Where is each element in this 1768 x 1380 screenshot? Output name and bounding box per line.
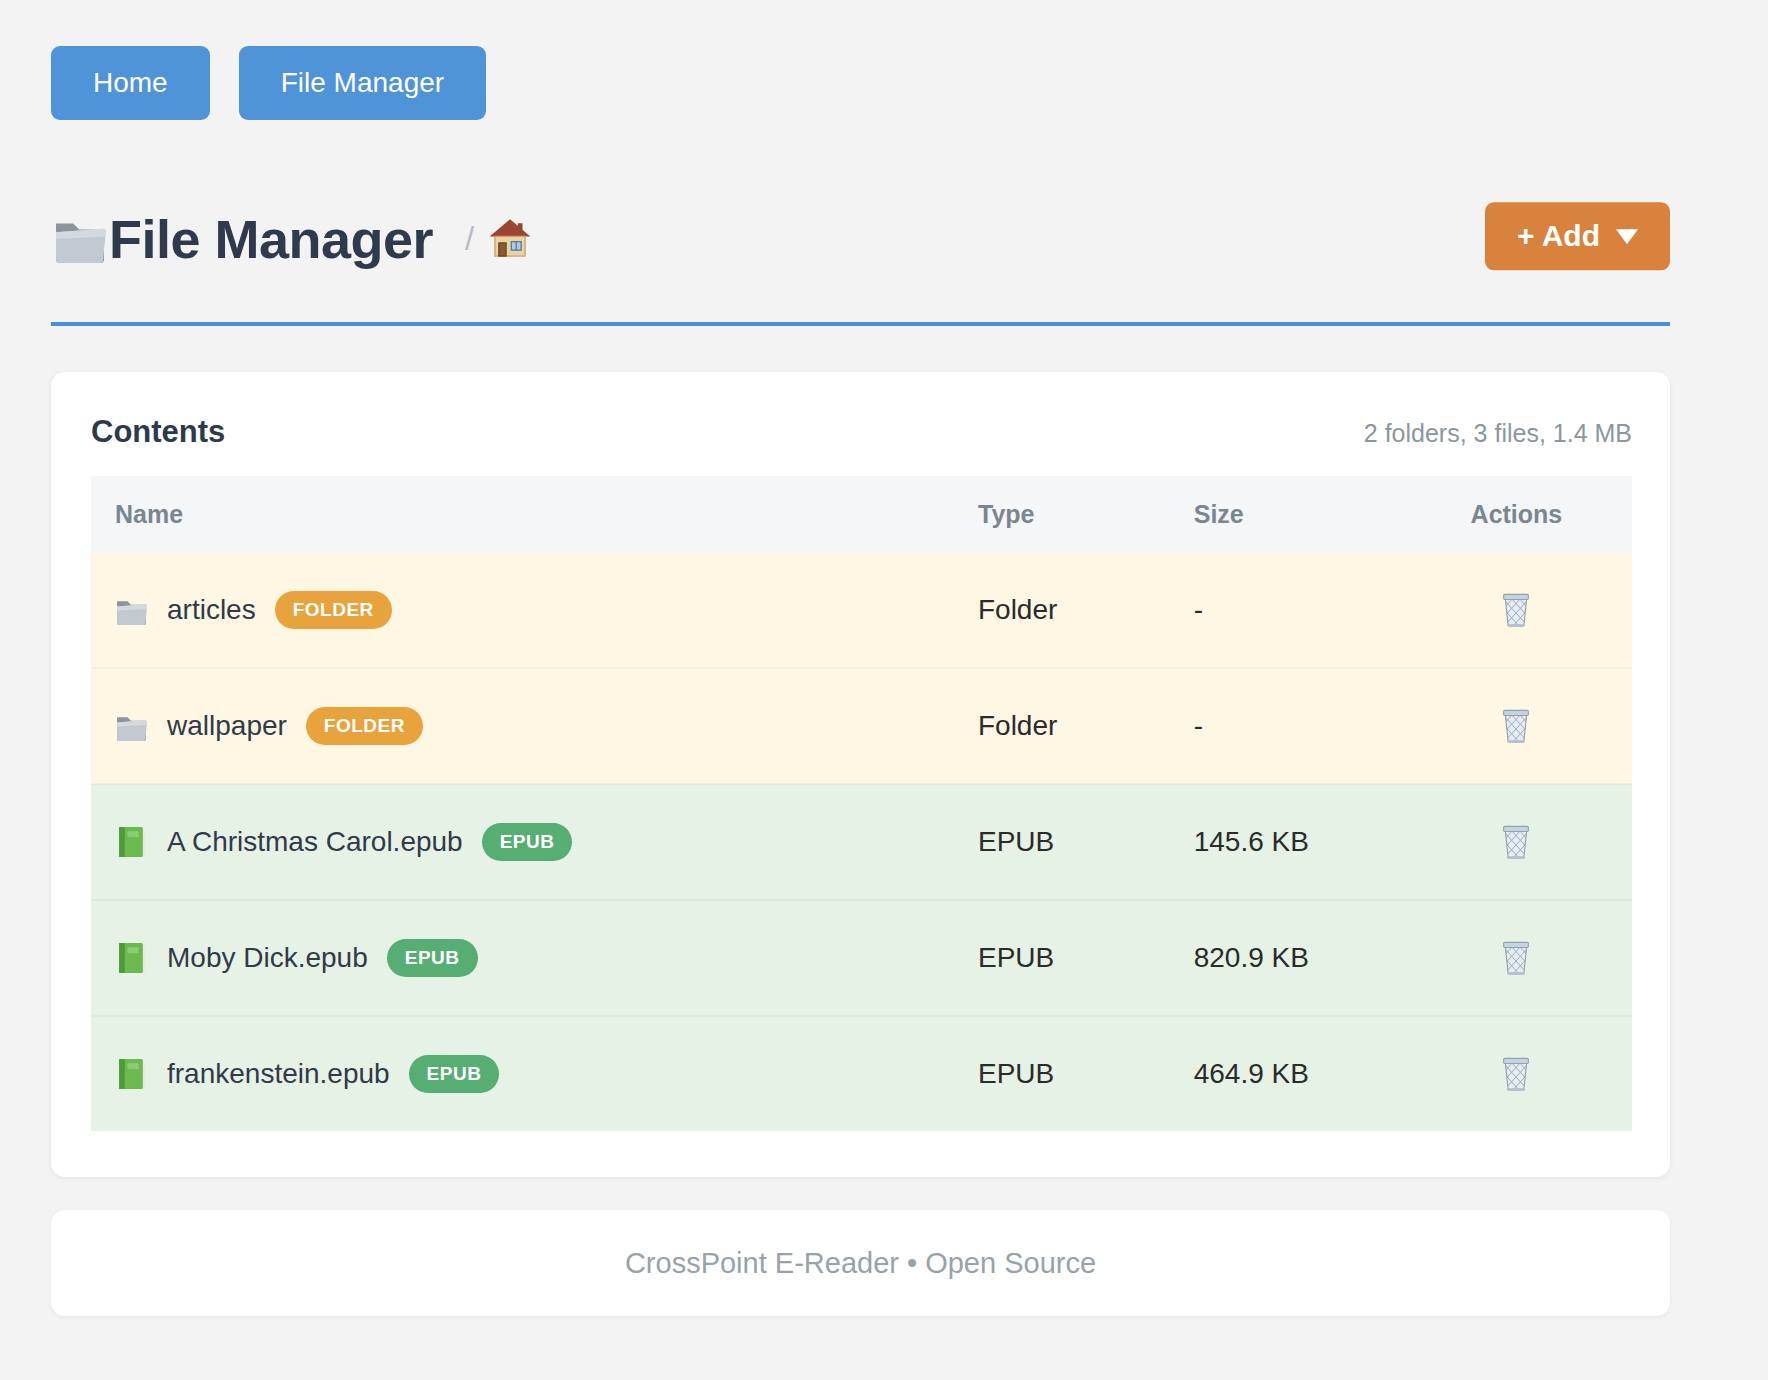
name-cell: Moby Dick.epub EPUB — [91, 900, 954, 1016]
folder-icon — [51, 215, 109, 263]
green-book-icon — [115, 826, 148, 859]
breadcrumb-separator: / — [465, 220, 474, 258]
type-cell: Folder — [954, 668, 1170, 784]
page-header: File Manager / + Add — [51, 208, 1670, 270]
green-book-icon — [115, 1058, 148, 1091]
table-row: articles FOLDER Folder - — [91, 553, 1632, 668]
type-cell: Folder — [954, 553, 1170, 668]
wastebasket-icon — [1498, 589, 1534, 629]
nav-button-file-manager[interactable]: File Manager — [239, 46, 486, 120]
delete-button[interactable] — [1494, 701, 1538, 749]
footer-text: CrossPoint E-Reader • Open Source — [625, 1247, 1096, 1280]
house-icon[interactable] — [489, 218, 531, 260]
page-title: File Manager — [109, 208, 433, 270]
delete-button[interactable] — [1494, 1049, 1538, 1097]
add-button-label: + Add — [1517, 219, 1600, 253]
contents-summary: 2 folders, 3 files, 1.4 MB — [1364, 419, 1632, 448]
size-cell: - — [1170, 553, 1401, 668]
top-navigation: Home File Manager — [51, 0, 1670, 120]
table-row: wallpaper FOLDER Folder - — [91, 668, 1632, 784]
column-header-type: Type — [954, 476, 1170, 553]
actions-cell — [1401, 900, 1632, 1016]
add-button[interactable]: + Add — [1485, 202, 1670, 270]
name-cell: frankenstein.epub EPUB — [91, 1016, 954, 1131]
table-row: frankenstein.epub EPUB EPUB 464.9 KB — [91, 1016, 1632, 1131]
table-row: A Christmas Carol.epub EPUB EPUB 145.6 K… — [91, 784, 1632, 900]
delete-button[interactable] — [1494, 933, 1538, 981]
table-row: Moby Dick.epub EPUB EPUB 820.9 KB — [91, 900, 1632, 1016]
actions-cell — [1401, 668, 1632, 784]
delete-button[interactable] — [1494, 585, 1538, 633]
type-cell: EPUB — [954, 784, 1170, 900]
title-divider — [51, 322, 1670, 326]
type-cell: EPUB — [954, 900, 1170, 1016]
type-badge: EPUB — [387, 939, 478, 977]
size-cell: 145.6 KB — [1170, 784, 1401, 900]
caret-down-icon — [1616, 229, 1638, 244]
green-book-icon — [115, 942, 148, 975]
wastebasket-icon — [1498, 705, 1534, 745]
wastebasket-icon — [1498, 1053, 1534, 1093]
actions-cell — [1401, 1016, 1632, 1131]
size-cell: 464.9 KB — [1170, 1016, 1401, 1131]
contents-card: Contents 2 folders, 3 files, 1.4 MB Name… — [51, 372, 1670, 1177]
delete-button[interactable] — [1494, 817, 1538, 865]
file-table: Name Type Size Actions articles FOLDER F… — [91, 476, 1632, 1131]
folder-icon — [115, 710, 148, 743]
size-cell: - — [1170, 668, 1401, 784]
wastebasket-icon — [1498, 821, 1534, 861]
column-header-name: Name — [91, 476, 954, 553]
type-badge: EPUB — [409, 1055, 500, 1093]
type-badge: EPUB — [482, 823, 573, 861]
size-cell: 820.9 KB — [1170, 900, 1401, 1016]
breadcrumb: / — [465, 218, 531, 260]
type-cell: EPUB — [954, 1016, 1170, 1131]
name-cell: articles FOLDER — [91, 553, 954, 668]
type-badge: FOLDER — [275, 591, 392, 629]
contents-title: Contents — [91, 414, 225, 450]
nav-button-home[interactable]: Home — [51, 46, 210, 120]
footer: CrossPoint E-Reader • Open Source — [51, 1210, 1670, 1316]
page: Home File Manager File Manager / + Add C… — [51, 0, 1670, 1316]
name-cell: wallpaper FOLDER — [91, 668, 954, 784]
column-header-size: Size — [1170, 476, 1401, 553]
folder-icon — [115, 594, 148, 627]
contents-card-header: Contents 2 folders, 3 files, 1.4 MB — [91, 414, 1632, 450]
table-header-row: Name Type Size Actions — [91, 476, 1632, 553]
file-name[interactable]: frankenstein.epub — [167, 1058, 390, 1090]
file-name[interactable]: Moby Dick.epub — [167, 942, 368, 974]
file-name[interactable]: wallpaper — [167, 710, 287, 742]
actions-cell — [1401, 553, 1632, 668]
wastebasket-icon — [1498, 937, 1534, 977]
column-header-actions: Actions — [1401, 476, 1632, 553]
file-name[interactable]: A Christmas Carol.epub — [167, 826, 463, 858]
file-name[interactable]: articles — [167, 594, 256, 626]
actions-cell — [1401, 784, 1632, 900]
name-cell: A Christmas Carol.epub EPUB — [91, 784, 954, 900]
type-badge: FOLDER — [306, 707, 423, 745]
